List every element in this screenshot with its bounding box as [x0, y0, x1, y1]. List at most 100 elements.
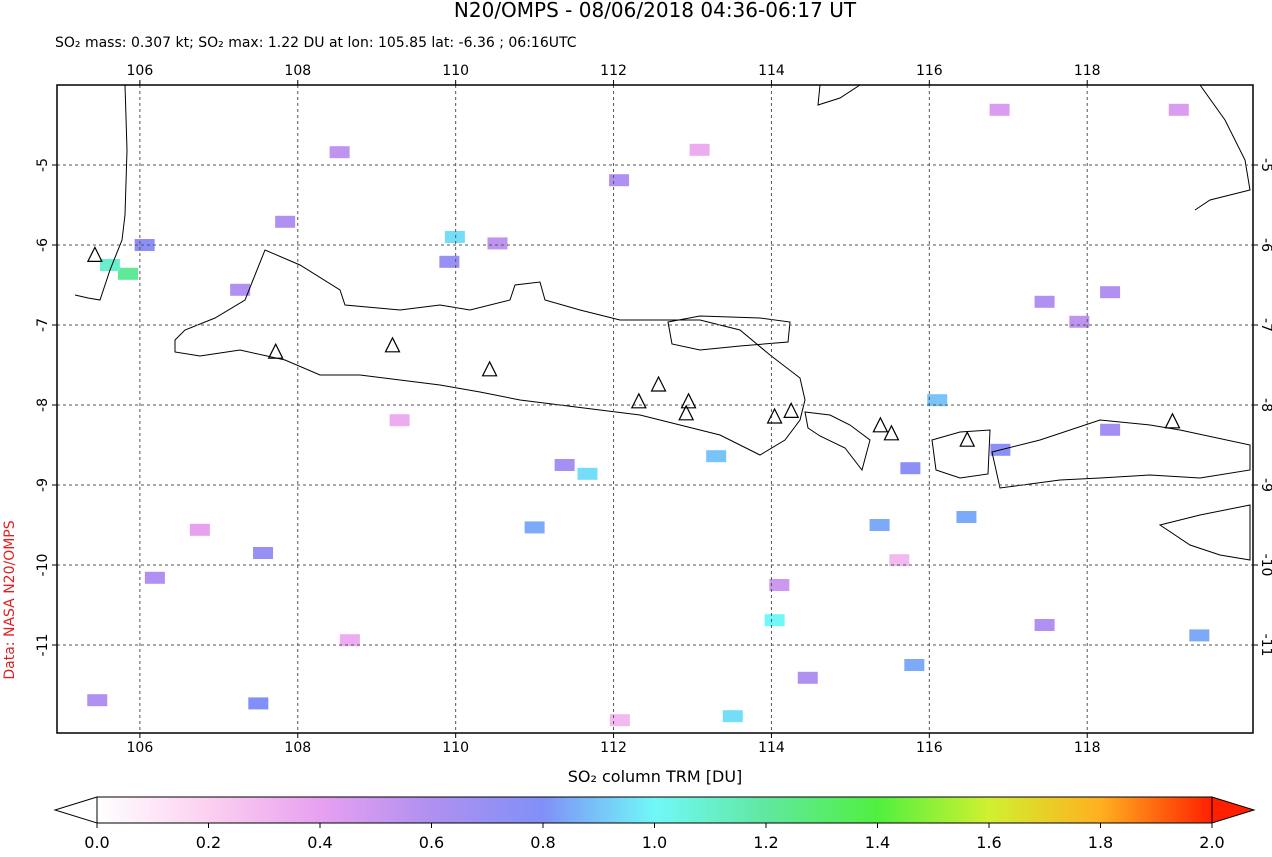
sumbawa	[991, 419, 1251, 489]
so2-pixel	[87, 694, 108, 707]
volcano	[481, 360, 498, 377]
colorbar-extend-low	[53, 796, 98, 824]
plot-area	[57, 85, 1253, 733]
y-tick-label: -7	[35, 318, 51, 332]
x-tick-label: 110	[442, 740, 469, 756]
x-tick-label: 114	[758, 740, 785, 756]
y-tick-label: -5	[35, 158, 51, 172]
x-tick-label-top: 116	[916, 63, 943, 79]
so2-pixel	[339, 634, 360, 647]
so2-pixel	[248, 697, 269, 710]
y-tick-label: -6	[35, 238, 51, 252]
so2-pixel	[769, 579, 790, 591]
y-tick-label-right: -6	[1258, 238, 1272, 252]
y-tick-label: -8	[35, 398, 51, 412]
x-tick-label: 108	[284, 740, 311, 756]
so2-pixel	[230, 283, 251, 296]
x-tick-label: 106	[127, 740, 154, 756]
so2-pixel	[253, 547, 274, 559]
colorbar-tick-label: 1.8	[1088, 833, 1113, 852]
so2-pixel	[487, 237, 508, 250]
map-frame	[56, 84, 1254, 734]
volcano	[872, 416, 889, 433]
so2-pixel	[722, 710, 743, 723]
so2-pixel	[1100, 423, 1121, 436]
colorbar-tick-label: 1.2	[753, 833, 778, 852]
x-tick-label-top: 114	[758, 63, 785, 79]
title: N20/OMPS - 08/06/2018 04:36-06:17 UT	[454, 0, 857, 22]
x-tick-label: 118	[1074, 740, 1101, 756]
so2-pixel	[329, 146, 350, 159]
colorbar-tick-label: 0.2	[196, 833, 221, 852]
volcano	[384, 336, 401, 353]
y-tick-label-right: -5	[1258, 158, 1272, 172]
coastlines	[74, 85, 1251, 561]
volcano	[678, 404, 695, 421]
so2-pixel	[706, 450, 727, 463]
y-tick-label-right: -11	[1258, 634, 1272, 657]
colorbar-tick-label: 1.4	[865, 833, 890, 852]
so2-pixel	[189, 523, 210, 536]
colorbar-tick-label: 1.6	[976, 833, 1001, 852]
colorbar-tick-label: 0.0	[84, 833, 109, 852]
so2-pixel	[524, 521, 545, 534]
so2-pixel	[577, 467, 598, 480]
so2-pixel	[1168, 103, 1189, 116]
volcano	[680, 392, 697, 409]
so2-pixel	[764, 614, 785, 627]
colorbar-tick-label: 0.4	[307, 833, 332, 852]
x-tick-label-top: 110	[442, 63, 469, 79]
volcano	[783, 402, 800, 418]
y-tick-label: -11	[35, 634, 51, 657]
so2-pixel	[1069, 315, 1090, 328]
so2-pixel	[1034, 295, 1055, 308]
subtitle: SO₂ mass: 0.307 kt; SO₂ max: 1.22 DU at …	[55, 35, 577, 51]
volcano	[959, 430, 976, 447]
colorbar-tick-label: 1.0	[642, 833, 667, 852]
so2-pixel	[99, 259, 120, 271]
so2-pixel	[889, 554, 910, 567]
colorbar-body	[96, 796, 1213, 824]
x-tick-label-top: 112	[600, 63, 627, 79]
so2-pixel	[554, 459, 575, 471]
sumba	[1158, 504, 1251, 561]
y-tick-label-right: -10	[1258, 554, 1272, 577]
y-tick-label-right: -8	[1258, 398, 1272, 412]
so2-pixel	[1034, 619, 1055, 631]
colorbar-tick-label: 0.6	[419, 833, 444, 852]
x-tick-label-top: 106	[127, 63, 154, 79]
volcano-layer	[86, 246, 1181, 447]
volcano	[1164, 412, 1181, 429]
volcano	[267, 342, 284, 359]
madura	[667, 315, 791, 351]
y-tick-label: -9	[35, 478, 51, 492]
so2-pixel	[439, 255, 460, 268]
grid	[57, 85, 1253, 733]
colorbar-label: SO₂ column TRM [DU]	[568, 767, 743, 786]
x-tick-label-top: 108	[284, 63, 311, 79]
volcano	[766, 407, 783, 424]
java	[174, 249, 806, 456]
borneo	[817, 85, 861, 106]
so2-pixel	[689, 143, 710, 156]
volcano	[650, 375, 667, 392]
x-tick-label: 112	[600, 740, 627, 756]
so2-pixel	[118, 267, 139, 280]
so2-pixel	[904, 659, 925, 671]
so2-pixel	[797, 671, 818, 684]
sulawesi	[1194, 85, 1251, 211]
credit: Data: NASA N20/OMPS	[2, 520, 18, 679]
x-tick-label-top: 118	[1074, 63, 1101, 79]
y-tick-label: -10	[35, 554, 51, 577]
so2-pixel	[444, 231, 465, 243]
volcano	[883, 424, 900, 441]
axes: 106 106 108 108 110 110 112 112 114 114 116 116 118 1…	[35, 63, 1272, 756]
so2-pixel	[869, 519, 890, 531]
colorbar: 0.0 0.2 0.4 0.6 0.8 1.0 1.2 1.4 1.6 1.8 2.0	[53, 796, 1256, 852]
so2-pixel	[989, 103, 1010, 116]
so2-pixel	[927, 394, 948, 407]
bali	[804, 411, 871, 472]
colorbar-extend-high	[1211, 796, 1256, 824]
colorbar-tick-label: 0.8	[530, 833, 555, 852]
